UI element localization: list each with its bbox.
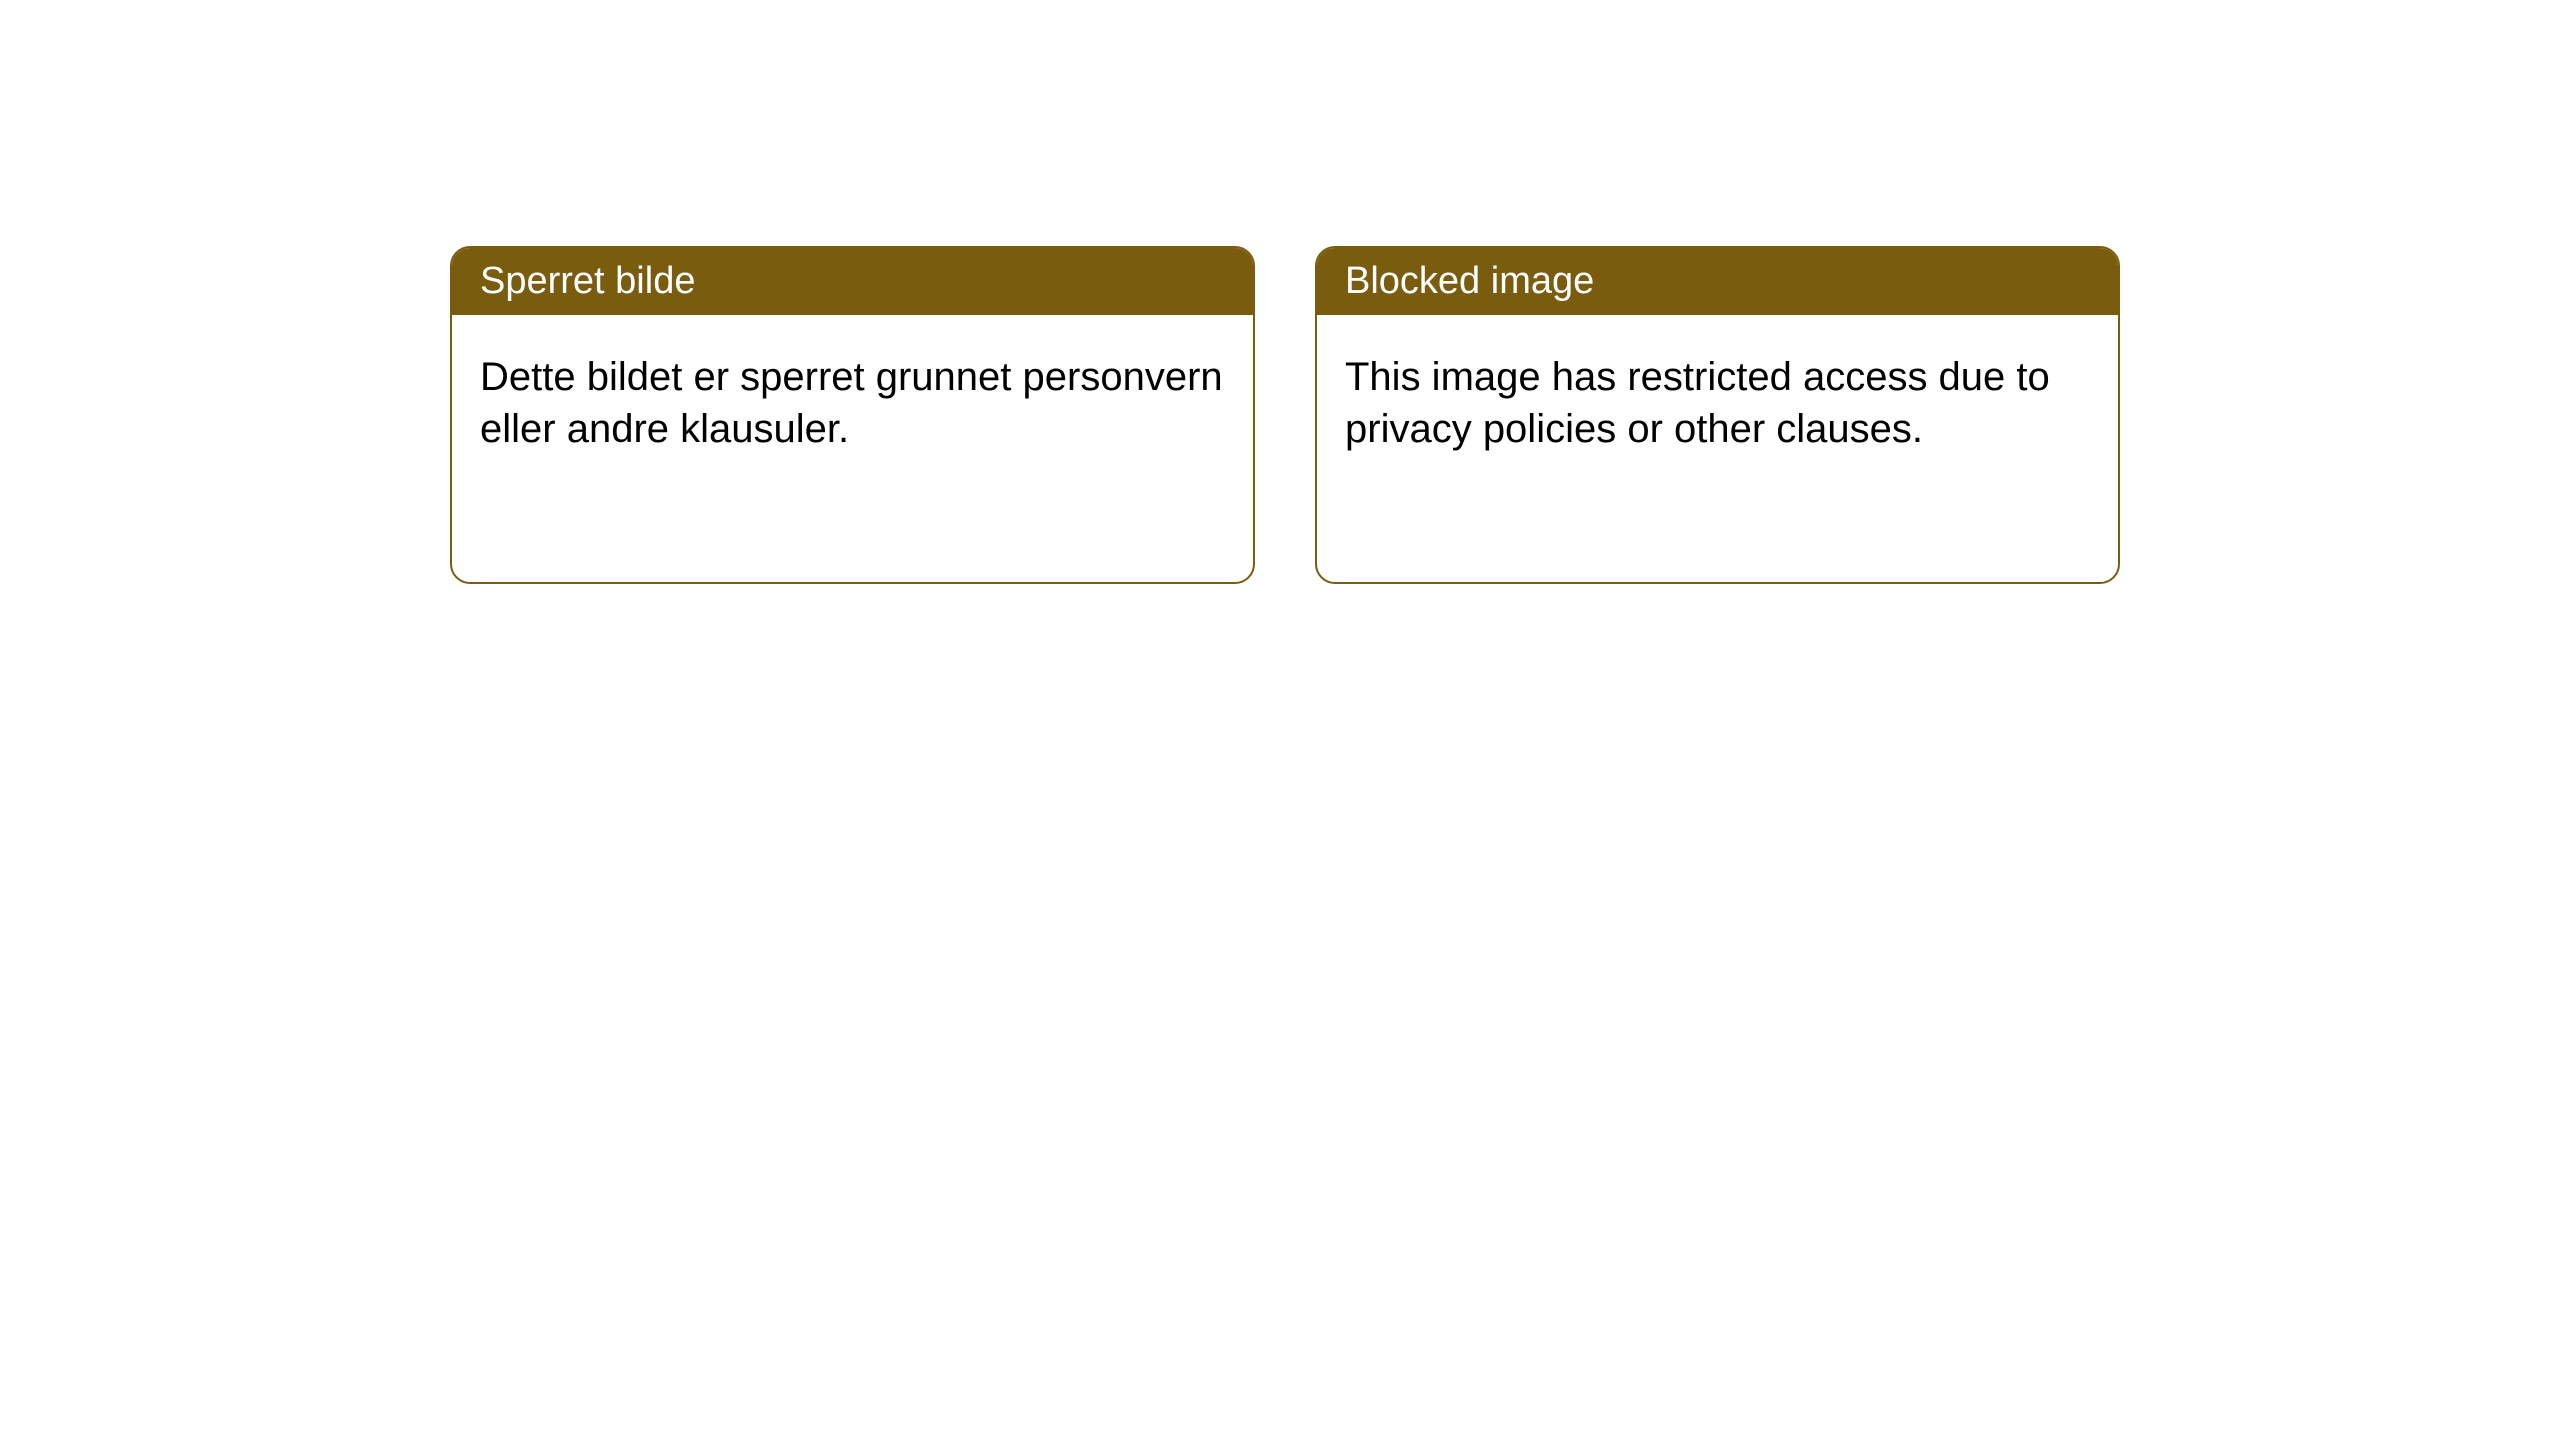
card-body: This image has restricted access due to … xyxy=(1317,315,2118,491)
card-body-text: This image has restricted access due to … xyxy=(1345,355,2050,451)
cards-container: Sperret bilde Dette bildet er sperret gr… xyxy=(0,0,2560,584)
card-header: Blocked image xyxy=(1317,248,2118,315)
card-body: Dette bildet er sperret grunnet personve… xyxy=(452,315,1253,491)
notice-card-english: Blocked image This image has restricted … xyxy=(1315,246,2120,584)
card-header: Sperret bilde xyxy=(452,248,1253,315)
card-title: Blocked image xyxy=(1345,260,1594,302)
card-body-text: Dette bildet er sperret grunnet personve… xyxy=(480,355,1223,451)
card-title: Sperret bilde xyxy=(480,260,695,302)
notice-card-norwegian: Sperret bilde Dette bildet er sperret gr… xyxy=(450,246,1255,584)
